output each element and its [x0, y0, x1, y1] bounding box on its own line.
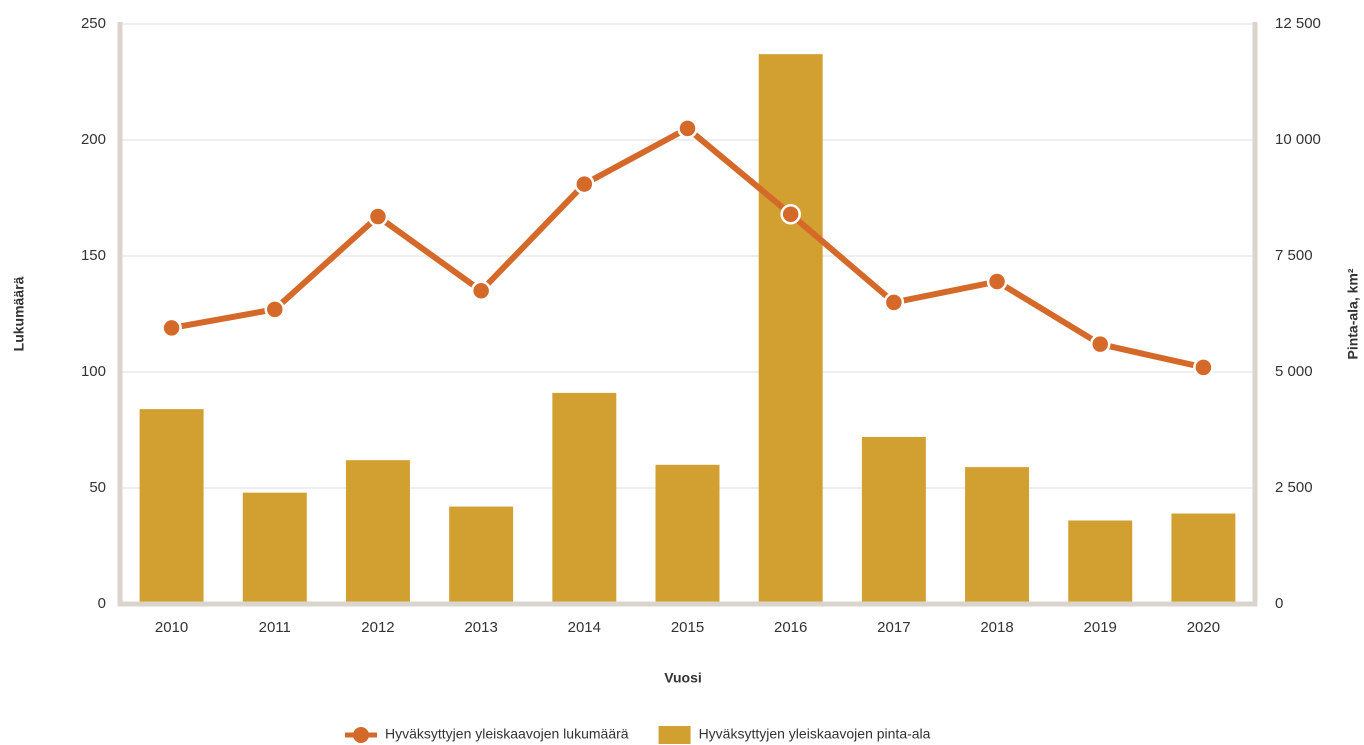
legend-label: Hyväksyttyjen yleiskaavojen pinta-ala — [699, 726, 931, 742]
legend-swatch — [658, 726, 691, 744]
y2-tick-label: 5 000 — [1275, 363, 1313, 380]
line-marker — [161, 317, 182, 339]
bar — [965, 467, 1030, 604]
y2-tick-label: 2 500 — [1275, 479, 1313, 496]
y2-axis-title: Pinta-ala, km² — [1345, 268, 1361, 359]
bar — [1171, 513, 1236, 604]
y2-tick-label: 0 — [1275, 595, 1283, 612]
line-marker — [470, 280, 492, 302]
y-tick-label: 250 — [81, 15, 106, 32]
line-marker — [986, 271, 1008, 292]
x-tick-label: 2011 — [259, 619, 291, 636]
x-tick-label: 2019 — [1084, 619, 1117, 636]
y2-tick-label: 10 000 — [1275, 131, 1321, 148]
line-marker — [367, 206, 389, 227]
bar — [345, 460, 410, 604]
x-tick-label: 2013 — [464, 619, 497, 636]
bar — [1068, 520, 1133, 604]
legend: Hyväksyttyjen yleiskaavojen lukumäärä Hyv… — [345, 726, 931, 744]
y2-tick-label: 12 500 — [1275, 15, 1321, 32]
y-axis-title: Lukumäärä — [11, 276, 27, 351]
x-axis-title: Vuosi — [664, 670, 702, 686]
y-tick-label: 200 — [81, 131, 106, 148]
line-marker — [780, 203, 801, 225]
line-marker — [883, 292, 905, 313]
bars — [139, 54, 1236, 605]
bar — [139, 409, 204, 604]
line-marker — [1089, 333, 1111, 355]
bar — [449, 506, 514, 604]
x-tick-label: 2012 — [361, 619, 394, 636]
y-tick-label: 0 — [98, 595, 106, 612]
x-tick-label: 2018 — [980, 619, 1013, 636]
bar — [552, 392, 617, 604]
x-tick-label: 2014 — [568, 619, 601, 636]
x-tick-label: 2016 — [774, 619, 807, 636]
x-tick-label: 2017 — [877, 619, 910, 636]
line — [171, 125, 1205, 371]
lines — [161, 118, 1214, 378]
y-tick-label: 100 — [81, 363, 106, 380]
line-marker — [574, 173, 595, 195]
legend-swatch — [353, 727, 369, 743]
bar — [861, 436, 926, 604]
line-marker — [1193, 357, 1214, 378]
y-tick-label: 150 — [81, 247, 106, 264]
line-marker — [264, 299, 286, 320]
legend-label: Hyväksyttyjen yleiskaavojen lukumäärä — [385, 726, 629, 742]
y-tick-label: 50 — [89, 479, 106, 496]
x-tick-label: 2010 — [155, 619, 188, 636]
x-tick-label: 2020 — [1187, 619, 1220, 636]
bar — [758, 54, 823, 605]
bar — [242, 492, 307, 604]
y2-tick-label: 7 500 — [1275, 247, 1313, 264]
x-tick-label: 2015 — [671, 619, 704, 636]
bar — [655, 464, 720, 604]
line-marker — [677, 118, 698, 139]
